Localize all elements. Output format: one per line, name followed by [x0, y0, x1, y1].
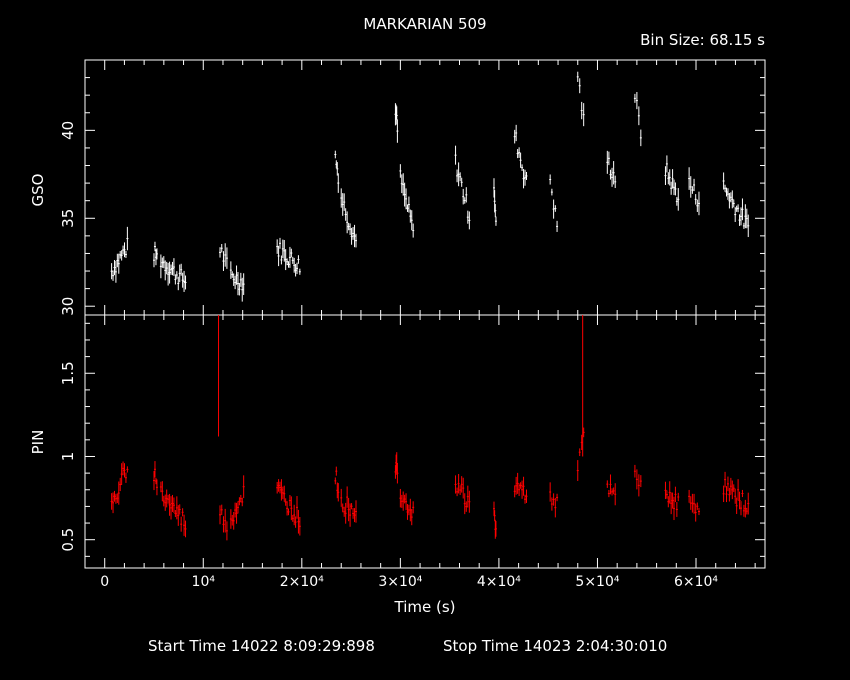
pin-axis-label: PIN	[29, 430, 47, 455]
pin-panel: 0.5 1 1.5 0 10⁴ 2×10⁴ 3×10⁴ 4×10⁴ 5×10⁴ 6×10⁴ PIN…	[29, 314, 766, 616]
chart-title: MARKARIAN 509	[363, 15, 486, 33]
gso-tick-label: 30	[59, 297, 77, 316]
bin-size-label: Bin Size: 68.15 s	[640, 31, 765, 49]
x-tick-label: 0	[100, 574, 109, 590]
start-time-label: Start Time 14022 8:09:29:898	[148, 637, 375, 655]
stop-time-label: Stop Time 14023 2:04:30:010	[443, 637, 667, 655]
pin-axis-ticks: 0.5 1 1.5 0 10⁴ 2×10⁴ 3×10⁴ 4×10⁴ 5×10⁴ 6×10⁴	[59, 315, 765, 590]
pin-tick-label: 1.5	[59, 361, 77, 385]
gso-tick-label: 35	[59, 209, 77, 228]
pin-data	[110, 315, 750, 541]
x-tick-label: 10⁴	[192, 574, 216, 590]
gso-tick-label: 40	[59, 121, 77, 140]
x-tick-label: 6×10⁴	[674, 574, 718, 590]
gso-axis-label: GSO	[29, 174, 47, 207]
x-tick-label: 3×10⁴	[378, 574, 422, 590]
gso-panel: 30 35 40 GSO	[29, 59, 766, 316]
x-axis-label: Time (s)	[394, 598, 456, 616]
pin-tick-label: 0.5	[59, 528, 77, 552]
x-tick-label: 5×10⁴	[575, 574, 619, 590]
pin-tick-label: 1	[59, 452, 77, 462]
pin-frame	[84, 314, 766, 569]
gso-data	[110, 71, 750, 302]
x-tick-label: 2×10⁴	[280, 574, 324, 590]
gso-axis-ticks: 30 35 40	[59, 59, 765, 316]
x-tick-label: 4×10⁴	[477, 574, 521, 590]
